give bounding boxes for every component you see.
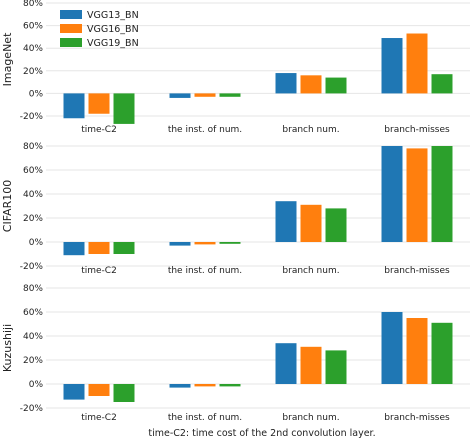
bar-vgg16_bn-0 (88, 384, 110, 396)
bar-vgg16_bn-1 (194, 384, 216, 387)
bar-vgg13_bn-0 (63, 384, 85, 400)
bar-vgg19_bn-2 (325, 77, 347, 94)
bar-vgg13_bn-0 (63, 93, 85, 119)
panel-imagenet: -20% 0% 20% 40% 60% 80% ImageNet time-C2 the ins… (1, 0, 470, 135)
y-tick-label: 40% (23, 332, 43, 342)
bar-vgg16_bn-3 (406, 148, 428, 242)
y-tick-label: 20% (23, 214, 43, 224)
x-tick-label: time-C2 (81, 125, 117, 135)
bar-vgg19_bn-2 (325, 208, 347, 242)
bar-vgg13_bn-2 (275, 73, 297, 94)
x-tick-label: time-C2 (81, 413, 117, 423)
y-axis-label: ImageNet (1, 32, 14, 86)
bar-vgg13_bn-2 (275, 201, 297, 242)
bar-vgg19_bn-0 (113, 384, 135, 402)
x-tick-label: the inst. of num. (168, 266, 242, 276)
bar-vgg16_bn-3 (406, 318, 428, 384)
bar-vgg19_bn-0 (113, 93, 135, 124)
y-tick-label: -20% (20, 112, 44, 122)
y-tick-label: 60% (23, 22, 43, 32)
bar-vgg16_bn-0 (88, 242, 110, 254)
y-tick-label: 40% (23, 44, 43, 54)
bar-vgg19_bn-1 (219, 384, 241, 387)
x-tick-label: branch num. (282, 413, 339, 423)
chart-panels: -20% 0% 20% 40% 60% 80% ImageNet time-C2 the ins… (1, 0, 470, 423)
y-tick-label: 0% (29, 238, 44, 248)
legend: VGG13_BN VGG16_BN VGG19_BN (60, 10, 139, 49)
y-tick-label: 60% (23, 308, 43, 318)
x-tick-label: the inst. of num. (168, 125, 242, 135)
bar-vgg16_bn-1 (194, 242, 216, 245)
y-tick-label: 80% (23, 0, 43, 9)
y-tick-label: 20% (23, 67, 43, 77)
bar-vgg13_bn-2 (275, 343, 297, 384)
bar-vgg13_bn-0 (63, 242, 85, 256)
bar-vgg13_bn-3 (381, 146, 403, 242)
y-tick-label: 0% (29, 380, 44, 390)
figure-caption: time-C2: time cost of the 2nd convolutio… (148, 428, 375, 439)
x-tick-label: branch num. (282, 125, 339, 135)
bar-vgg19_bn-3 (431, 146, 453, 242)
bar-vgg13_bn-3 (381, 38, 403, 94)
x-tick-label: branch num. (282, 266, 339, 276)
y-tick-label: -20% (20, 262, 44, 272)
legend-label: VGG19_BN (87, 38, 139, 49)
bar-vgg19_bn-0 (113, 242, 135, 254)
bar-vgg16_bn-1 (194, 93, 216, 97)
bar-vgg16_bn-2 (300, 204, 322, 242)
legend-swatch (60, 38, 82, 47)
bar-vgg13_bn-3 (381, 312, 403, 384)
panel-cifar100: -20% 0% 20% 40% 60% 80% CIFAR100 time-C2 the ins… (1, 142, 470, 276)
bar-vgg13_bn-1 (169, 384, 191, 388)
legend-swatch (60, 24, 82, 33)
panel-kuzushiji: -20% 0% 20% 40% 60% 80% Kuzushiji time-C2 the in… (1, 284, 470, 423)
y-tick-label: 80% (23, 284, 43, 294)
y-tick-label: 40% (23, 190, 43, 200)
x-tick-label: branch-misses (384, 413, 450, 423)
bar-vgg13_bn-1 (169, 242, 191, 246)
legend-label: VGG16_BN (87, 24, 139, 35)
bar-vgg13_bn-1 (169, 93, 191, 98)
y-tick-label: 20% (23, 356, 43, 366)
y-tick-label: -20% (20, 404, 44, 414)
x-tick-label: branch-misses (384, 125, 450, 135)
bar-vgg16_bn-3 (406, 33, 428, 94)
bar-vgg19_bn-3 (431, 74, 453, 94)
y-axis-label: CIFAR100 (1, 180, 14, 232)
bar-vgg19_bn-1 (219, 93, 241, 97)
bar-vgg19_bn-3 (431, 322, 453, 384)
y-tick-label: 60% (23, 166, 43, 176)
bar-vgg16_bn-2 (300, 346, 322, 384)
bar-vgg16_bn-2 (300, 75, 322, 94)
x-tick-label: time-C2 (81, 266, 117, 276)
bar-vgg19_bn-1 (219, 242, 241, 244)
y-tick-label: 80% (23, 142, 43, 152)
bar-vgg19_bn-2 (325, 350, 347, 384)
y-tick-label: 0% (29, 89, 44, 99)
x-tick-label: branch-misses (384, 266, 450, 276)
y-axis-label: Kuzushiji (1, 324, 14, 372)
legend-label: VGG13_BN (87, 10, 139, 21)
legend-swatch (60, 10, 82, 19)
bar-vgg16_bn-0 (88, 93, 110, 114)
x-tick-label: the inst. of num. (168, 413, 242, 423)
